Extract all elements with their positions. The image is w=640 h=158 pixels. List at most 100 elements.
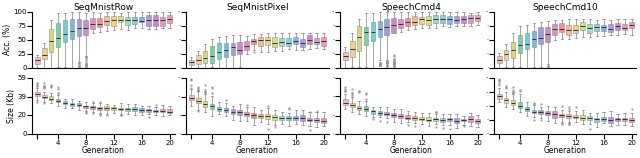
PathPatch shape [300,39,305,47]
Y-axis label: Acc. (%): Acc. (%) [3,24,12,55]
Y-axis label: Size (Kb): Size (Kb) [7,89,16,123]
PathPatch shape [552,111,557,118]
PathPatch shape [426,117,431,121]
PathPatch shape [588,116,592,120]
PathPatch shape [104,106,109,109]
PathPatch shape [601,25,606,31]
PathPatch shape [56,23,60,47]
PathPatch shape [273,115,277,120]
PathPatch shape [475,15,480,21]
PathPatch shape [608,24,613,32]
PathPatch shape [314,118,319,122]
PathPatch shape [209,104,214,109]
PathPatch shape [622,24,627,30]
PathPatch shape [97,106,102,109]
PathPatch shape [405,115,410,119]
PathPatch shape [573,25,579,33]
PathPatch shape [63,101,67,104]
PathPatch shape [629,118,634,122]
PathPatch shape [426,15,431,25]
PathPatch shape [475,119,480,123]
PathPatch shape [392,18,396,33]
PathPatch shape [412,116,417,119]
PathPatch shape [545,27,550,42]
PathPatch shape [497,56,502,63]
PathPatch shape [111,107,116,110]
PathPatch shape [468,15,473,23]
PathPatch shape [77,103,81,106]
PathPatch shape [147,109,151,112]
PathPatch shape [371,22,376,41]
PathPatch shape [511,100,515,105]
PathPatch shape [97,18,102,27]
PathPatch shape [392,113,396,117]
Title: SeqMnistRow: SeqMnistRow [73,3,134,12]
PathPatch shape [132,17,137,24]
PathPatch shape [525,107,529,111]
PathPatch shape [349,103,355,107]
PathPatch shape [608,117,613,123]
PathPatch shape [580,22,585,30]
PathPatch shape [461,119,466,121]
PathPatch shape [588,24,592,33]
PathPatch shape [321,37,326,46]
PathPatch shape [419,17,424,24]
PathPatch shape [454,118,459,123]
PathPatch shape [419,117,424,120]
PathPatch shape [203,51,207,63]
PathPatch shape [118,107,124,110]
PathPatch shape [83,21,88,35]
PathPatch shape [321,118,326,123]
PathPatch shape [49,96,54,100]
PathPatch shape [153,110,158,112]
PathPatch shape [497,94,502,99]
PathPatch shape [525,33,529,49]
PathPatch shape [538,27,543,44]
PathPatch shape [538,110,543,114]
PathPatch shape [531,31,536,47]
PathPatch shape [252,39,256,44]
PathPatch shape [615,23,620,30]
Title: SpeechCmd10: SpeechCmd10 [532,3,598,12]
PathPatch shape [35,92,40,96]
PathPatch shape [111,16,116,26]
PathPatch shape [545,111,550,115]
PathPatch shape [399,114,403,118]
PathPatch shape [385,112,389,115]
PathPatch shape [601,117,606,121]
PathPatch shape [237,42,243,54]
PathPatch shape [364,106,369,111]
PathPatch shape [244,41,250,50]
PathPatch shape [595,118,599,122]
PathPatch shape [307,118,312,121]
PathPatch shape [230,43,236,55]
X-axis label: Generation: Generation [544,146,587,155]
PathPatch shape [125,16,130,25]
PathPatch shape [342,99,348,105]
PathPatch shape [252,113,256,118]
PathPatch shape [140,108,144,112]
PathPatch shape [342,52,348,60]
PathPatch shape [132,107,137,111]
PathPatch shape [461,16,466,23]
PathPatch shape [216,107,221,111]
PathPatch shape [266,37,270,45]
PathPatch shape [622,118,627,121]
PathPatch shape [440,118,445,122]
PathPatch shape [433,15,438,24]
PathPatch shape [293,37,298,44]
PathPatch shape [230,109,236,114]
PathPatch shape [203,101,207,107]
PathPatch shape [279,38,284,46]
PathPatch shape [552,24,557,35]
PathPatch shape [504,98,509,103]
PathPatch shape [364,27,369,45]
PathPatch shape [349,41,355,57]
PathPatch shape [70,103,74,106]
PathPatch shape [531,110,536,113]
PathPatch shape [356,26,362,51]
PathPatch shape [189,60,193,65]
PathPatch shape [104,16,109,25]
Title: SeqMnistPixel: SeqMnistPixel [226,3,289,12]
PathPatch shape [42,95,47,98]
